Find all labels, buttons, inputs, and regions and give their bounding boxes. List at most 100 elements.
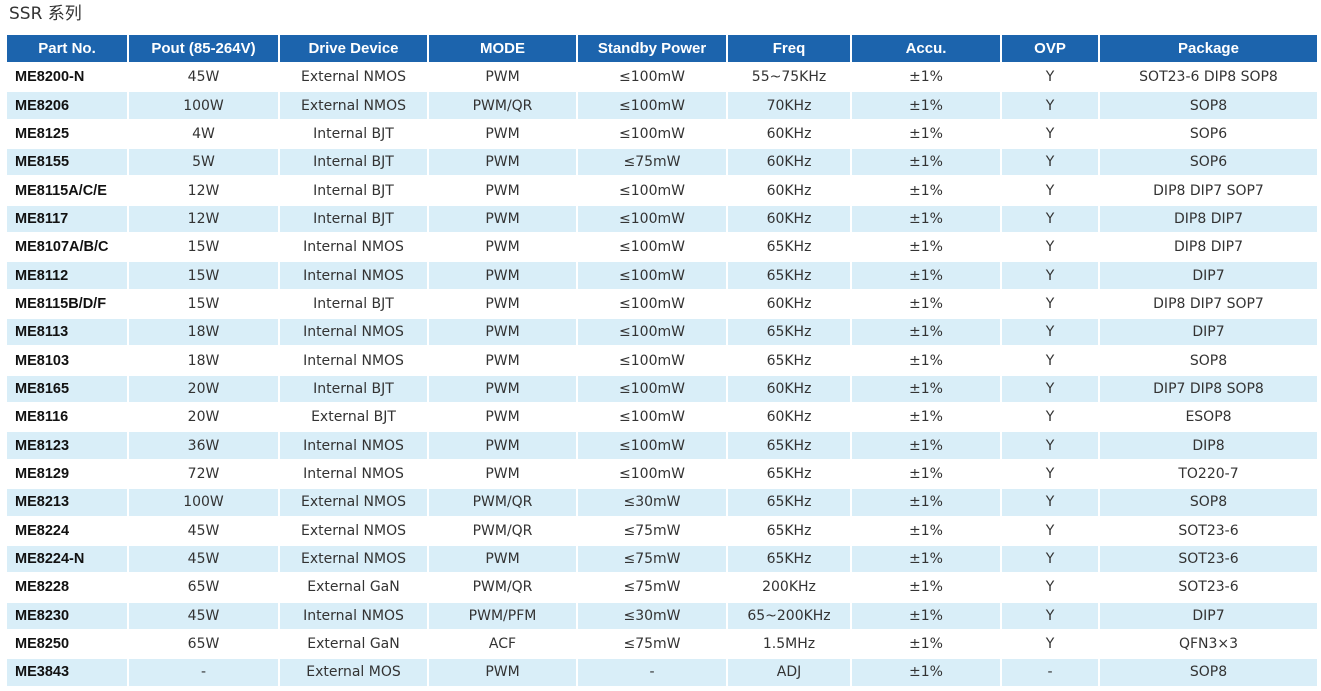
cell-accu: ±1%	[852, 234, 1002, 263]
cell-drive-device: Internal NMOS	[280, 319, 429, 348]
cell-freq: 60KHz	[728, 404, 852, 433]
cell-standby-power: ≤100mW	[578, 205, 728, 235]
cell-ovp: Y	[1002, 489, 1100, 518]
cell-part-no: ME8116	[7, 404, 129, 433]
cell-package: SOP8	[1100, 659, 1317, 688]
cell-mode: PWM	[429, 290, 578, 320]
cell-drive-device: External NMOS	[280, 517, 429, 546]
cell-pout: 100W	[129, 92, 280, 121]
cell-part-no: ME8115B/D/F	[7, 290, 129, 320]
cell-ovp: Y	[1002, 120, 1100, 150]
cell-part-no: ME8129	[7, 460, 129, 490]
cell-package: DIP7	[1100, 262, 1317, 291]
column-header-freq: Freq	[728, 35, 852, 64]
cell-accu: ±1%	[852, 630, 1002, 660]
cell-package: TO220-7	[1100, 460, 1317, 490]
cell-mode: PWM	[429, 432, 578, 461]
cell-package: SOP8	[1100, 347, 1317, 376]
cell-freq: 60KHz	[728, 375, 852, 405]
cell-package: SOP8	[1100, 92, 1317, 121]
cell-ovp: Y	[1002, 205, 1100, 235]
cell-accu: ±1%	[852, 659, 1002, 688]
cell-accu: ±1%	[852, 574, 1002, 603]
cell-mode: PWM	[429, 177, 578, 206]
cell-package: SOT23-6 DIP8 SOP8	[1100, 64, 1317, 93]
cell-ovp: -	[1002, 659, 1100, 688]
cell-mode: PWM	[429, 659, 578, 688]
cell-ovp: Y	[1002, 64, 1100, 93]
cell-package: DIP8 DIP7 SOP7	[1100, 290, 1317, 320]
cell-ovp: Y	[1002, 460, 1100, 490]
column-header-package: Package	[1100, 35, 1317, 64]
page-title: SSR 系列	[9, 4, 82, 24]
cell-accu: ±1%	[852, 177, 1002, 206]
column-header-pout: Pout (85-264V)	[129, 35, 280, 64]
cell-drive-device: External GaN	[280, 630, 429, 660]
cell-mode: PWM	[429, 120, 578, 150]
table-row: ME8250 65W External GaN ACF ≤75mW 1.5MHz ±1% Y Q…	[7, 630, 1317, 660]
cell-pout: 15W	[129, 234, 280, 263]
cell-pout: 12W	[129, 177, 280, 206]
cell-freq: 1.5MHz	[728, 630, 852, 660]
cell-pout: 36W	[129, 432, 280, 461]
cell-ovp: Y	[1002, 545, 1100, 575]
cell-ovp: Y	[1002, 630, 1100, 660]
table-row: ME8115A/C/E 12W Internal BJT PWM ≤100mW 60KHz…	[7, 177, 1317, 206]
cell-freq: 65KHz	[728, 432, 852, 461]
cell-pout: 45W	[129, 602, 280, 631]
cell-accu: ±1%	[852, 460, 1002, 490]
cell-standby-power: ≤100mW	[578, 347, 728, 376]
cell-drive-device: Internal NMOS	[280, 347, 429, 376]
cell-accu: ±1%	[852, 517, 1002, 546]
cell-pout: 45W	[129, 64, 280, 93]
cell-mode: PWM	[429, 234, 578, 263]
cell-part-no: ME8123	[7, 432, 129, 461]
cell-accu: ±1%	[852, 602, 1002, 631]
table-row: ME8112 15W Internal NMOS PWM ≤100mW 65KHz ±1% Y…	[7, 262, 1317, 291]
cell-standby-power: ≤75mW	[578, 630, 728, 660]
cell-freq: ADJ	[728, 659, 852, 688]
cell-pout: 65W	[129, 574, 280, 603]
cell-drive-device: Internal BJT	[280, 177, 429, 206]
cell-ovp: Y	[1002, 517, 1100, 546]
cell-standby-power: ≤30mW	[578, 602, 728, 631]
cell-freq: 60KHz	[728, 205, 852, 235]
cell-standby-power: ≤100mW	[578, 375, 728, 405]
cell-part-no: ME8125	[7, 120, 129, 150]
table-header-row: Part No. Pout (85-264V) Drive Device MOD…	[7, 35, 1317, 64]
cell-package: DIP7 DIP8 SOP8	[1100, 375, 1317, 405]
column-header-ovp: OVP	[1002, 35, 1100, 64]
cell-standby-power: ≤100mW	[578, 92, 728, 121]
cell-standby-power: ≤30mW	[578, 489, 728, 518]
cell-standby-power: ≤100mW	[578, 234, 728, 263]
cell-part-no: ME8224	[7, 517, 129, 546]
cell-pout: 15W	[129, 290, 280, 320]
cell-drive-device: Internal BJT	[280, 120, 429, 150]
cell-freq: 65KHz	[728, 545, 852, 575]
cell-part-no: ME8103	[7, 347, 129, 376]
cell-ovp: Y	[1002, 234, 1100, 263]
cell-accu: ±1%	[852, 64, 1002, 93]
cell-drive-device: External MOS	[280, 659, 429, 688]
table-row: ME8123 36W Internal NMOS PWM ≤100mW 65KHz ±1% Y…	[7, 432, 1317, 461]
cell-pout: 20W	[129, 404, 280, 433]
column-header-part-no: Part No.	[7, 35, 129, 64]
table-row: ME3843- External MOS PWM - ADJ ±1% - SOP8	[7, 659, 1317, 688]
cell-accu: ±1%	[852, 489, 1002, 518]
cell-package: DIP7	[1100, 602, 1317, 631]
cell-freq: 65KHz	[728, 319, 852, 348]
cell-mode: PWM	[429, 347, 578, 376]
cell-part-no: ME8206	[7, 92, 129, 121]
cell-standby-power: ≤100mW	[578, 404, 728, 433]
cell-freq: 60KHz	[728, 120, 852, 150]
cell-part-no: ME8107A/B/C	[7, 234, 129, 263]
cell-mode: PWM	[429, 149, 578, 178]
cell-mode: ACF	[429, 630, 578, 660]
cell-part-no: ME8112	[7, 262, 129, 291]
table-row: ME8155 5W Internal BJT PWM ≤75mW 60KHz ±1% Y SOP…	[7, 149, 1317, 178]
cell-accu: ±1%	[852, 290, 1002, 320]
cell-standby-power: ≤75mW	[578, 574, 728, 603]
cell-standby-power: ≤100mW	[578, 319, 728, 348]
cell-accu: ±1%	[852, 347, 1002, 376]
cell-accu: ±1%	[852, 545, 1002, 575]
